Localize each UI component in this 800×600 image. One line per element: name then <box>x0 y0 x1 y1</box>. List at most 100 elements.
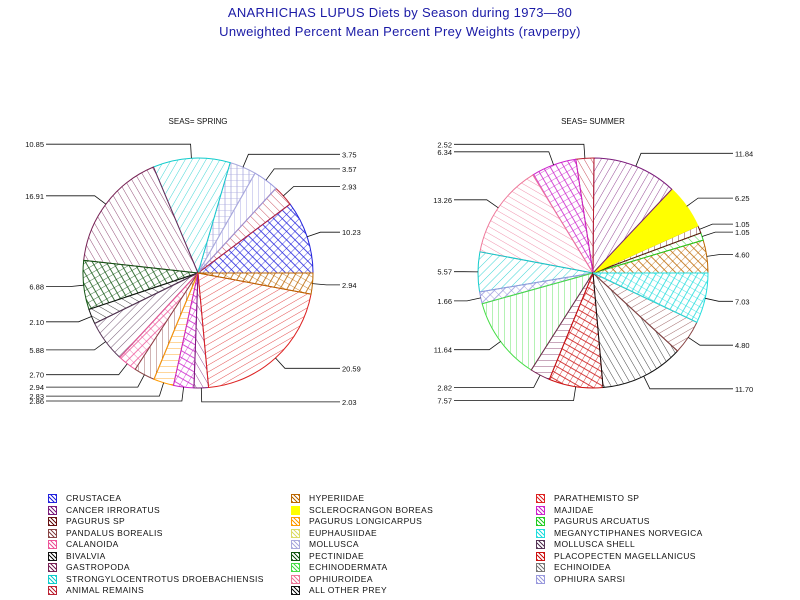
legend-swatch <box>536 563 545 572</box>
legend-label: ALL OTHER PREY <box>309 585 388 595</box>
legend-label: PLACOPECTEN MAGELLANICUS <box>554 550 696 561</box>
legend-swatch <box>291 517 300 526</box>
leader-line <box>635 152 733 167</box>
legend-label: GASTROPODA <box>66 562 130 572</box>
legend-swatch <box>536 505 545 515</box>
data-label: 3.57 <box>342 165 357 174</box>
leader-line <box>46 387 184 402</box>
legend-swatch <box>291 540 300 549</box>
data-label: 11.64 <box>434 346 452 355</box>
data-label: 16.91 <box>25 192 44 201</box>
legend-swatch <box>536 494 545 503</box>
leader-line <box>454 374 541 388</box>
legend-label: BIVALVIA <box>66 550 106 561</box>
legend-swatch <box>48 574 57 584</box>
legend-swatch <box>48 563 57 572</box>
legend-label: OPHIURA SARSI <box>554 573 626 584</box>
legend-swatch <box>291 586 300 595</box>
data-label: 10.85 <box>25 140 44 149</box>
legend-label: PECTINIDAE <box>309 550 365 561</box>
legend-label: PARATHEMISTO SP <box>554 493 640 503</box>
leader-line <box>454 151 554 166</box>
data-label: 6.25 <box>735 194 750 203</box>
legend-swatch <box>291 574 300 584</box>
leader-line <box>242 153 340 168</box>
data-label: 3.75 <box>342 150 357 159</box>
leader-line <box>454 386 577 401</box>
leader-line <box>46 143 192 159</box>
leader-line <box>46 363 128 376</box>
leader-line <box>46 374 145 388</box>
data-label: 4.60 <box>735 250 750 259</box>
data-label: 2.52 <box>437 140 452 149</box>
leader-line <box>46 284 84 288</box>
leader-line <box>46 195 107 205</box>
pie-slice-crustacea <box>196 203 314 274</box>
legend-label: PAGURUS ARCUATUS <box>554 516 650 526</box>
data-label: 11.70 <box>735 385 753 394</box>
leader-line <box>312 283 340 286</box>
legend-label: ECHINOIDEA <box>554 562 611 572</box>
leader-line <box>643 376 733 390</box>
data-label: 5.88 <box>29 346 44 355</box>
legend-label: MOLLUSCA SHELL <box>554 539 636 549</box>
legend-swatch <box>48 551 57 561</box>
leader-line <box>265 168 340 181</box>
leader-line <box>46 316 92 323</box>
pie-seas-summer: SEAS= SUMMER 4.60 1.051.05 6.25 11.84 2.526.3… <box>433 117 753 406</box>
data-label: 2.82 <box>437 384 452 393</box>
legend-label: PAGURUS LONGICARPUS <box>309 516 423 526</box>
leader-line <box>454 341 501 351</box>
pie-slice-ophiuroidea <box>479 174 595 274</box>
data-label: 10.23 <box>342 228 361 237</box>
legend-label: STRONGYLOCENTROTUS DROEBACHIENSIS <box>66 573 264 584</box>
leader-line <box>306 231 340 238</box>
data-label: 2.70 <box>29 371 44 380</box>
legend-swatch <box>291 494 300 503</box>
leader-line <box>283 186 340 197</box>
data-label: 2.94 <box>29 383 44 392</box>
leader-line <box>701 231 733 237</box>
data-label: 5.57 <box>437 268 452 277</box>
leader-line <box>46 382 164 397</box>
data-label: 7.57 <box>437 397 452 406</box>
legend-swatch <box>48 494 57 503</box>
data-label: 6.88 <box>29 283 44 292</box>
data-label: 2.10 <box>29 318 44 327</box>
legend-swatch <box>536 574 545 584</box>
legend-swatch <box>536 528 545 538</box>
data-label: 13.26 <box>433 196 452 205</box>
legend-swatch <box>48 528 57 538</box>
legend-label: OPHIUROIDEA <box>309 573 373 584</box>
leader-line <box>275 357 340 369</box>
legend-swatch <box>48 540 57 549</box>
legend-swatch <box>536 540 545 549</box>
legend-label: MOLLUSCA <box>309 539 359 549</box>
data-label: 2.83 <box>29 392 44 401</box>
legend-swatch <box>291 505 300 515</box>
pie-slice-parathemisto-sp <box>197 272 312 389</box>
leader-line <box>200 387 340 403</box>
legend-swatch <box>48 517 57 526</box>
data-label: 1.05 <box>735 220 750 229</box>
data-label: 2.93 <box>342 183 357 192</box>
leader-line <box>688 337 733 346</box>
legend-label: ANIMAL REMAINS <box>66 585 145 595</box>
data-label: 6.34 <box>437 148 452 157</box>
legend-label: CRUSTACEA <box>66 493 122 503</box>
leader-line <box>706 253 733 257</box>
legend-label: PAGURUS SP <box>66 516 126 526</box>
chart-subtitle: Unweighted Percent Mean Percent Prey Wei… <box>219 24 581 39</box>
data-label: 11.84 <box>735 149 753 158</box>
legend-label: SCLEROCRANGON BOREAS <box>309 504 434 515</box>
data-label: 1.05 <box>735 228 750 237</box>
data-label: 2.86 <box>29 397 44 406</box>
legend-swatch <box>48 586 57 595</box>
legend-label: HYPERIIDAE <box>309 493 365 503</box>
data-label: 1.66 <box>437 297 452 306</box>
chart-title: ANARHICHAS LUPUS Diets by Season during … <box>227 5 573 20</box>
data-label: 4.80 <box>735 341 750 350</box>
legend-label: MEGANYCTIPHANES NORVEGICA <box>554 527 703 538</box>
data-label: 2.94 <box>342 281 357 290</box>
